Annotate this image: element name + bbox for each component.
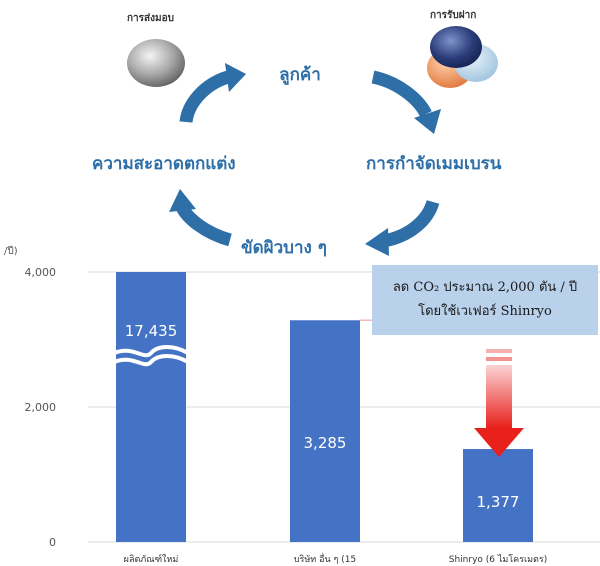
cycle-arrow-bottom-right: [365, 199, 440, 256]
recycle-cycle-diagram: [127, 26, 498, 256]
data-label: 1,377: [477, 493, 520, 511]
wafer-stack-icon: [427, 26, 498, 88]
delivery-label: การส่งมอบ: [127, 13, 174, 24]
receive-label: การรับฝาก: [430, 10, 477, 21]
cycle-arrow-bottom-left: [169, 189, 232, 247]
cycle-arrow-top-right: [371, 70, 441, 134]
axis-break-mark: [113, 345, 189, 367]
callout-line-2: โดยใช้เวเฟอร์ Shinryo: [418, 304, 552, 319]
step-membrane-removal: การกำจัดเมมเบรน: [366, 154, 502, 174]
bar: [463, 449, 533, 542]
data-label: 3,285: [304, 434, 347, 452]
co2-reduction-callout: ลด CO₂ ประมาณ 2,000 ตัน / ปี โดยใช้เวเฟอ…: [372, 265, 598, 335]
x-tick-label: Shinryo (6 ไมโครเมตร): [449, 554, 547, 565]
bar: [290, 320, 360, 542]
data-label: 17,435: [125, 322, 178, 340]
callout-line-1: ลด CO₂ ประมาณ 2,000 ตัน / ปี: [392, 280, 578, 295]
step-customer: ลูกค้า: [279, 65, 321, 85]
y-unit-label: /ปี): [4, 245, 18, 257]
reduction-arrow: [474, 349, 524, 457]
step-thinning: ขัดผิวบาง ๆ: [241, 238, 327, 258]
y-tick-label: 2,000: [25, 401, 57, 414]
x-tick-label: ผลิตภัณฑ์ใหม่: [124, 553, 179, 565]
bar: [116, 272, 186, 542]
y-tick-label: 0: [49, 536, 56, 549]
wafer-icon: [127, 39, 185, 87]
x-tick-label: บริษัท อื่น ๆ (15: [294, 552, 356, 565]
step-cleaning: ความสะอาดตกแต่ง: [92, 154, 236, 174]
y-tick-label: 4,000: [25, 266, 57, 279]
cycle-arrow-top-left: [179, 63, 246, 124]
